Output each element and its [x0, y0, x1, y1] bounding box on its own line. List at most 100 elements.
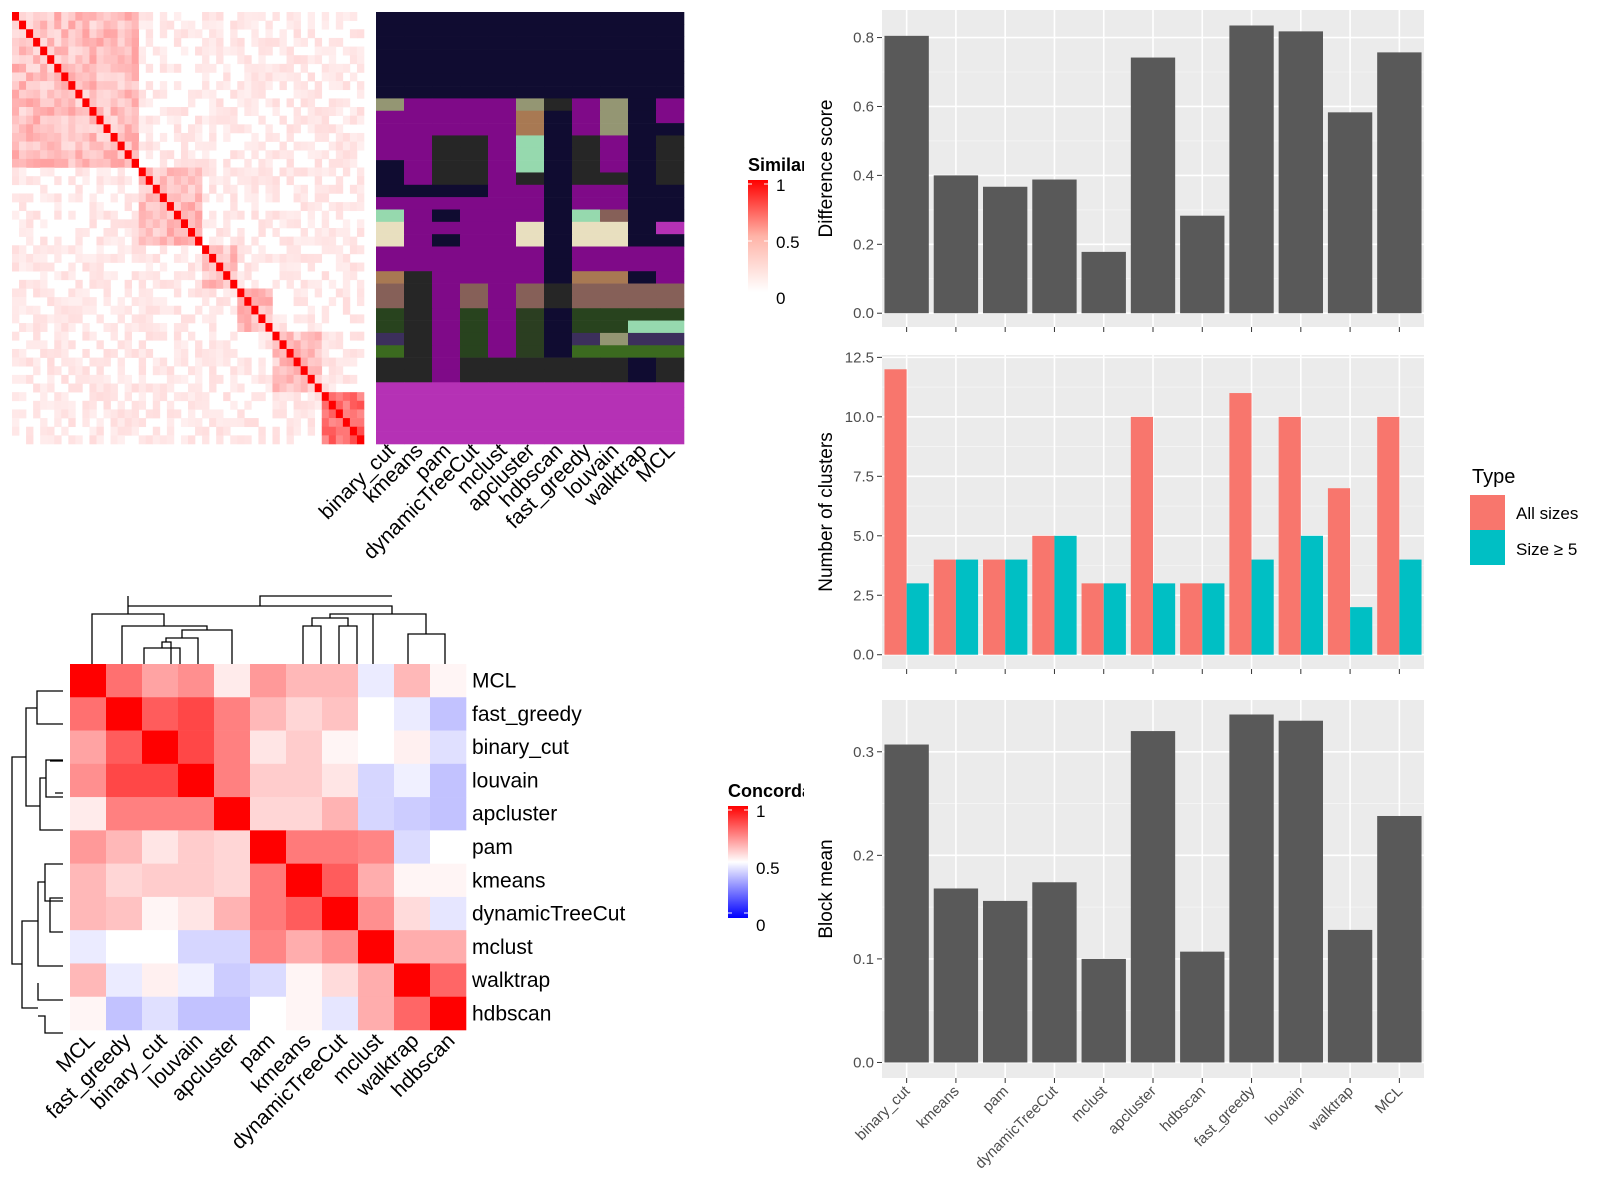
similarity-cell	[110, 55, 118, 65]
similarity-cell	[166, 426, 175, 436]
similarity-cell	[293, 418, 301, 428]
membership-cell	[628, 184, 657, 198]
similarity-cell	[40, 383, 48, 393]
similarity-cell	[159, 245, 168, 255]
similarity-cell	[188, 210, 196, 220]
similarity-cell	[75, 89, 83, 99]
similarity-cell	[188, 193, 196, 203]
similarity-cell	[82, 418, 90, 428]
similarity-cell	[223, 132, 231, 142]
similarity-cell	[173, 37, 182, 47]
similarity-legend-title: Similarity	[748, 155, 829, 175]
similarity-cell	[300, 383, 308, 393]
similarity-cell	[40, 98, 48, 108]
similarity-cell	[230, 20, 238, 30]
membership-cell	[656, 86, 685, 99]
similarity-cell	[173, 236, 182, 246]
similarity-cell	[124, 219, 132, 229]
similarity-cell	[279, 400, 287, 410]
similarity-cell	[209, 115, 217, 125]
similarity-cell	[124, 63, 132, 73]
similarity-cell	[230, 374, 238, 384]
similarity-cell	[230, 236, 238, 246]
similarity-cell	[110, 305, 118, 315]
membership-cell	[376, 36, 405, 50]
similarity-cell	[47, 167, 55, 177]
similarity-cell	[349, 392, 358, 402]
similarity-cell	[152, 202, 161, 212]
similarity-cell	[89, 392, 97, 402]
similarity-cell	[145, 236, 154, 246]
membership-cell	[628, 246, 657, 260]
similarity-cell	[244, 107, 252, 116]
similarity-cell	[54, 46, 62, 56]
concordance-cell	[286, 763, 323, 798]
similarity-cell	[33, 366, 41, 376]
membership-cell	[656, 308, 685, 321]
membership-cell	[516, 345, 545, 358]
similarity-cell	[145, 12, 154, 21]
similarity-cell	[230, 418, 238, 428]
similarity-cell	[188, 271, 196, 281]
similarity-cell	[61, 392, 69, 402]
similarity-cell	[82, 150, 90, 160]
similarity-cell	[173, 107, 182, 116]
similarity-cell	[166, 167, 175, 177]
similarity-cell	[180, 392, 189, 402]
membership-cell	[600, 357, 629, 371]
membership-cell	[376, 147, 405, 161]
similarity-cell	[68, 55, 76, 65]
similarity-cell	[251, 141, 259, 151]
similarity-cell	[40, 132, 48, 142]
membership-cell	[432, 258, 461, 272]
similarity-cell	[61, 89, 69, 99]
similarity-cell	[40, 262, 48, 272]
similarity-cell	[68, 132, 76, 142]
membership-cell	[488, 135, 517, 149]
similarity-cell	[54, 107, 62, 116]
similarity-cell	[54, 150, 62, 160]
similarity-cell	[286, 374, 294, 384]
similarity-cell	[335, 418, 344, 428]
similarity-cell	[307, 357, 316, 367]
similarity-cell	[89, 37, 97, 47]
similarity-cell	[293, 314, 301, 324]
similarity-cell	[47, 150, 55, 160]
similarity-cell	[349, 271, 358, 281]
membership-cell	[572, 209, 601, 223]
similarity-cell	[26, 37, 34, 47]
concordance-cell	[142, 996, 179, 1031]
bar	[1180, 215, 1225, 314]
similarity-cell	[82, 348, 90, 358]
similarity-cell	[124, 124, 132, 134]
similarity-cell	[152, 193, 161, 203]
membership-cell	[404, 283, 433, 297]
membership-cell	[544, 382, 573, 395]
concordance-cell	[286, 830, 323, 864]
similarity-cell	[145, 81, 154, 91]
membership-cell	[600, 221, 629, 235]
similarity-cell	[321, 409, 330, 419]
similarity-cell	[40, 340, 48, 350]
similarity-cell	[145, 202, 154, 212]
membership-cell	[376, 369, 405, 383]
similarity-cell	[321, 418, 330, 428]
membership-cell	[600, 295, 629, 309]
similarity-cell	[89, 271, 97, 281]
membership-cell	[600, 36, 629, 50]
similarity-cell	[40, 279, 48, 289]
similarity-cell	[335, 141, 344, 151]
bar	[1278, 720, 1323, 1063]
concordance-cell	[250, 830, 287, 864]
similarity-cell	[251, 167, 259, 177]
similarity-cell	[300, 98, 308, 108]
similarity-cell	[230, 202, 238, 212]
similarity-cell	[19, 176, 27, 186]
similarity-cell	[258, 366, 266, 376]
similarity-cell	[89, 98, 97, 108]
similarity-cell	[342, 167, 351, 177]
y-tick-label: 0.2	[853, 847, 874, 864]
similarity-cell	[61, 20, 69, 30]
membership-cell	[600, 86, 629, 99]
similarity-cell	[26, 305, 34, 315]
